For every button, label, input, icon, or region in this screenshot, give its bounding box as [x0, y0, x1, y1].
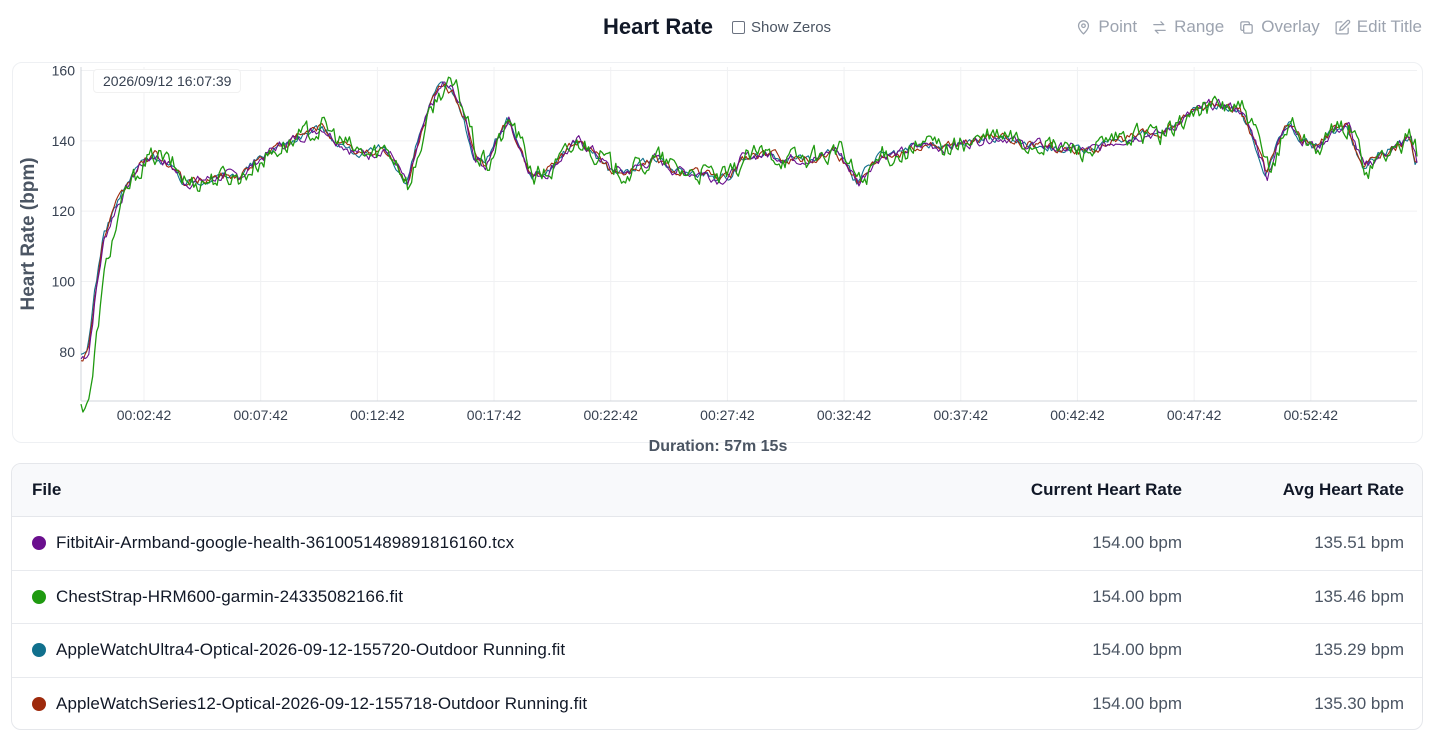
current-heart-rate: 154.00 bpm: [1092, 533, 1182, 553]
x-tick-label: 00:47:42: [1167, 407, 1222, 423]
series-line: [80, 76, 1418, 413]
file-cell: AppleWatchSeries12-Optical-2026-09-12-15…: [12, 694, 1012, 714]
avg-heart-rate: 135.46 bpm: [1314, 586, 1404, 606]
chart-card: 80 100 120 140 160 00:02:42 00:07:42 00:12:42 00…: [12, 62, 1423, 443]
table-row[interactable]: FitbitAir-Armband-google-health-36100514…: [12, 517, 1422, 571]
x-tick-label: 00:37:42: [934, 407, 989, 423]
page-title: Heart Rate: [603, 14, 714, 39]
hover-timestamp: 2026/09/12 16:07:39: [93, 69, 242, 93]
file-name: AppleWatchUltra4-Optical-2026-09-12-1557…: [56, 640, 566, 660]
edit-title-button[interactable]: Edit Title: [1334, 17, 1422, 37]
y-tick-label: 100: [52, 273, 76, 289]
duration-label: Duration: 57m 15s: [648, 438, 788, 455]
x-tick-label: 00:27:42: [700, 407, 755, 423]
overlay-button[interactable]: Overlay: [1238, 17, 1320, 37]
range-label: Range: [1174, 17, 1225, 36]
header-current-heart-rate[interactable]: Current Heart Rate: [1030, 480, 1182, 499]
chart-toolbar: Point Range Overlay Edit Title: [1075, 17, 1422, 37]
series-color-dot: [32, 589, 46, 604]
show-zeros-checkbox[interactable]: [732, 21, 745, 34]
show-zeros-toggle[interactable]: Show Zeros: [732, 19, 831, 36]
table-row[interactable]: AppleWatchSeries12-Optical-2026-09-12-15…: [12, 678, 1422, 730]
series-line: [80, 81, 1418, 355]
files-table: File Current Heart Rate Avg Heart Rate F…: [11, 463, 1423, 730]
series-line: [80, 83, 1417, 362]
x-tick-label: 00:22:42: [583, 407, 638, 423]
y-tick-label: 140: [52, 133, 76, 149]
overlay-label: Overlay: [1261, 17, 1320, 36]
map-pin-icon: [1078, 19, 1090, 35]
series-color-dot: [32, 697, 46, 712]
point-button[interactable]: Point: [1075, 17, 1137, 37]
header-file[interactable]: File: [32, 480, 62, 499]
avg-heart-rate: 135.29 bpm: [1314, 640, 1404, 660]
edit-icon: [1335, 19, 1351, 35]
show-zeros-label: Show Zeros: [751, 19, 832, 36]
header-avg-heart-rate[interactable]: Avg Heart Rate: [1282, 480, 1404, 499]
file-name: AppleWatchSeries12-Optical-2026-09-12-15…: [56, 694, 588, 714]
series-color-dot: [32, 643, 46, 658]
y-tick-label: 120: [52, 203, 76, 219]
x-tick-label: 00:12:42: [350, 407, 405, 423]
current-heart-rate: 154.00 bpm: [1092, 694, 1182, 714]
y-axis-label: Heart Rate (bpm): [18, 157, 39, 310]
file-cell: AppleWatchUltra4-Optical-2026-09-12-1557…: [12, 640, 1012, 660]
point-label: Point: [1098, 17, 1138, 36]
current-heart-rate: 154.00 bpm: [1092, 586, 1182, 606]
y-tick-label: 160: [52, 63, 76, 79]
series-line: [80, 81, 1418, 360]
x-tick-label: 00:02:42: [117, 407, 172, 423]
chart-header: Heart Rate Show Zeros Point Range Overla…: [0, 0, 1436, 56]
avg-heart-rate: 135.51 bpm: [1314, 533, 1404, 553]
heart-rate-chart[interactable]: 80 100 120 140 160 00:02:42 00:07:42 00:12:42 00…: [13, 63, 1424, 444]
edit-title-label: Edit Title: [1356, 17, 1422, 36]
x-tick-label: 00:52:42: [1284, 407, 1339, 423]
range-button[interactable]: Range: [1151, 17, 1224, 37]
x-tick-label: 00:07:42: [233, 407, 288, 423]
arrows-exchange-icon: [1153, 20, 1166, 34]
x-tick-label: 00:42:42: [1050, 407, 1105, 423]
x-tick-label: 00:32:42: [817, 407, 872, 423]
avg-heart-rate: 135.30 bpm: [1314, 694, 1404, 714]
file-name: FitbitAir-Armband-google-health-36100514…: [56, 533, 515, 553]
x-tick-label: 00:17:42: [467, 407, 522, 423]
table-row[interactable]: AppleWatchUltra4-Optical-2026-09-12-1557…: [12, 624, 1422, 678]
current-heart-rate: 154.00 bpm: [1092, 640, 1182, 660]
file-name: ChestStrap-HRM600-garmin-24335082166.fit: [56, 586, 404, 606]
file-cell: FitbitAir-Armband-google-health-36100514…: [12, 533, 1012, 553]
copy-icon: [1240, 20, 1254, 34]
file-cell: ChestStrap-HRM600-garmin-24335082166.fit: [12, 587, 1012, 607]
y-tick-label: 80: [59, 344, 75, 360]
series-color-dot: [32, 536, 46, 551]
table-header: File Current Heart Rate Avg Heart Rate: [12, 464, 1422, 517]
table-row[interactable]: ChestStrap-HRM600-garmin-24335082166.fit…: [12, 571, 1422, 624]
